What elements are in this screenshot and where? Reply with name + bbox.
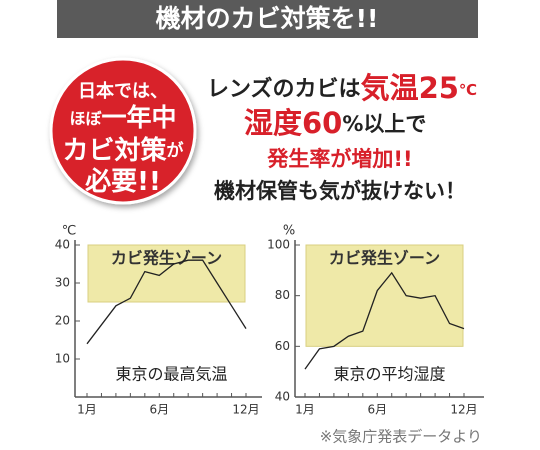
y-tick-label: 60 bbox=[275, 339, 290, 353]
badge-segment: 日本では、 bbox=[78, 80, 168, 102]
zone-label: カビ発生ゾーン bbox=[329, 249, 440, 268]
zone-label: カビ発生ゾーン bbox=[111, 249, 222, 268]
x-tick-label: 1月 bbox=[77, 403, 97, 417]
y-tick-label: 40 bbox=[275, 390, 290, 404]
headline-line: 発生率が増加!! bbox=[266, 147, 412, 171]
headline-segment: レンズのカビは bbox=[207, 76, 361, 102]
badge-segment: ほぼ bbox=[69, 109, 102, 128]
badge-segment: 一年中 bbox=[102, 103, 177, 132]
badge-segment: カビ対策 bbox=[62, 135, 166, 166]
x-tick-label: 6月 bbox=[149, 403, 169, 417]
chart-title: 東京の平均湿度 bbox=[333, 365, 445, 384]
headline-segment: 湿度60 bbox=[244, 106, 342, 140]
headline-segment: 発生率が増加!! bbox=[266, 147, 412, 171]
headline-line: 湿度60%以上で bbox=[244, 106, 426, 140]
footnote: ※気象庁発表データより bbox=[320, 428, 482, 446]
data-line bbox=[86, 259, 247, 345]
x-tick-label: 1月 bbox=[295, 403, 315, 417]
badge-line: 必要!! bbox=[85, 167, 161, 197]
badge-line: 日本では、 bbox=[78, 80, 168, 102]
y-tick-label: 30 bbox=[55, 276, 70, 290]
x-tick-label: 6月 bbox=[367, 403, 387, 417]
y-tick-label: 20 bbox=[55, 314, 70, 328]
headline-segment: ℃ bbox=[459, 81, 477, 99]
headline-segment: 気温25 bbox=[361, 71, 459, 105]
x-tick-label: 12月 bbox=[232, 403, 259, 417]
y-tick-label: 40 bbox=[55, 238, 70, 252]
badge-segment: が bbox=[167, 140, 184, 161]
y-tick-label: 100 bbox=[267, 238, 290, 252]
y-axis-unit: % bbox=[283, 224, 295, 239]
banner-title: 機材のカビ対策を!! bbox=[156, 4, 379, 33]
y-axis-unit: ℃ bbox=[62, 224, 77, 239]
x-tick-label: 12月 bbox=[450, 403, 477, 417]
badge-line: ほぼ一年中 bbox=[69, 103, 176, 132]
data-line bbox=[304, 271, 465, 370]
badge-segment: 必要!! bbox=[85, 167, 161, 197]
banner bbox=[57, 0, 478, 38]
badge-line: カビ対策が bbox=[62, 135, 183, 166]
headline-line: レンズのカビは気温25℃ bbox=[207, 71, 477, 105]
y-tick-label: 80 bbox=[275, 288, 290, 302]
badge bbox=[49, 57, 197, 205]
mold-zone bbox=[305, 244, 464, 347]
y-tick-label: 10 bbox=[55, 352, 70, 366]
charts: カビ発生ゾーン ℃ 10 20 30 40 1月 6月 12月 東京の最高気温 カビ発生ゾーン% 40… bbox=[55, 224, 484, 417]
headline-segment: 機材保管も気が抜けない！ bbox=[214, 179, 466, 203]
headline-line: 機材保管も気が抜けない！ bbox=[214, 179, 466, 203]
chart-title: 東京の最高気温 bbox=[115, 365, 227, 384]
mold-zone bbox=[87, 244, 246, 303]
headline-segment: %以上で bbox=[342, 112, 426, 136]
